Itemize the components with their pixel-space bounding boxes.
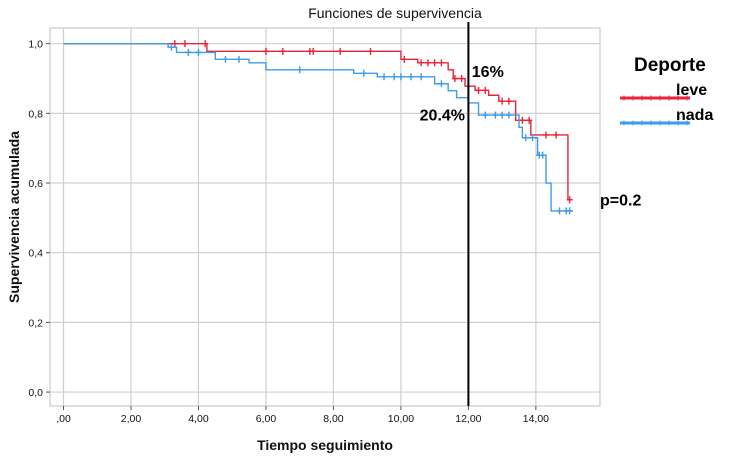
annotation-label: 16%: [472, 64, 504, 81]
censor-mark-leve: [553, 131, 560, 139]
censor-mark-nada: [296, 66, 303, 74]
censor-mark-nada: [492, 111, 499, 119]
censor-mark-leve: [262, 47, 269, 55]
x-tick-label: 14,00: [523, 413, 549, 425]
censor-mark-nada: [391, 73, 398, 81]
chart-title: Funciones de supervivencia: [308, 5, 482, 21]
y-tick-label: 0,6: [28, 178, 43, 190]
x-tick-labels: ,00 2,00 4,00 6,00 8,00 10,00 12,00 14,00: [56, 413, 549, 425]
censor-mark-leve: [438, 59, 445, 67]
censor-mark-leve: [543, 131, 550, 139]
censor-mark-nada: [482, 111, 489, 119]
censor-mark-nada: [408, 73, 415, 81]
x-tick-label: 2,00: [121, 413, 142, 425]
legend-label-leve: leve: [676, 82, 707, 99]
y-tick-label: 0,4: [28, 248, 43, 260]
censor-mark-leve: [431, 59, 438, 67]
annotation-label: 20.4%: [420, 107, 465, 124]
legend-title: Deporte: [634, 55, 706, 76]
y-tick-label: 1,0: [28, 39, 43, 51]
annotation-label: p=0.2: [600, 193, 641, 210]
censor-mark-leve: [505, 97, 512, 105]
censor-mark-nada: [185, 48, 192, 56]
series-nada: [63, 42, 574, 215]
censor-mark-nada: [529, 134, 536, 142]
legend: leve nada: [620, 82, 713, 126]
x-tick-label: 4,00: [188, 413, 209, 425]
plot-area: [49, 27, 601, 407]
y-tick-labels: 0,0 0,2 0,4 0,6 0,8 1,0: [28, 39, 43, 399]
censor-mark-nada: [381, 73, 388, 81]
censor-mark-leve: [526, 116, 533, 124]
censor-mark-leve: [202, 40, 209, 48]
x-tick-label: 10,00: [388, 413, 414, 425]
y-tick-label: 0,2: [28, 317, 43, 329]
censor-mark-leve: [424, 59, 431, 67]
censor-mark-leve: [519, 116, 526, 124]
censor-mark-leve: [310, 47, 317, 55]
y-axis-title: Supervivencia acumulada: [6, 131, 22, 303]
series-leve: [63, 40, 573, 204]
y-tick-label: 0,8: [28, 108, 43, 120]
x-tick-label: 8,00: [323, 413, 344, 425]
legend-label-nada: nada: [676, 107, 713, 124]
censor-mark-nada: [566, 207, 573, 215]
censor-mark-leve: [279, 47, 286, 55]
y-tick-label: 0,0: [28, 387, 43, 399]
censor-mark-nada: [522, 134, 529, 142]
censor-mark-nada: [195, 48, 202, 56]
censor-mark-leve: [475, 86, 482, 94]
x-tick-label: 12,00: [455, 413, 481, 425]
x-tick-label: 6,00: [256, 413, 277, 425]
censor-mark-leve: [458, 75, 465, 83]
x-axis-title: Tiempo seguimiento: [257, 437, 393, 453]
censor-mark-nada: [418, 73, 425, 81]
censor-mark-leve: [499, 97, 506, 105]
censor-mark-nada: [168, 43, 175, 51]
censor-mark-nada: [438, 80, 445, 88]
censor-mark-nada: [360, 69, 367, 77]
censor-mark-nada: [235, 55, 242, 63]
censor-mark-leve: [566, 196, 573, 204]
censor-mark-leve: [171, 40, 178, 48]
series-line-nada: [63, 42, 574, 212]
censor-mark-nada: [539, 151, 546, 159]
censor-mark-leve: [482, 86, 489, 94]
censor-mark-leve: [181, 40, 188, 48]
x-tick-label: ,00: [56, 413, 71, 425]
censor-mark-nada: [222, 55, 229, 63]
censor-mark-leve: [337, 47, 344, 55]
annotations: 16% 20.4% p=0.2: [420, 64, 642, 210]
censor-mark-leve: [451, 75, 458, 83]
series-layer: [63, 40, 574, 215]
censor-mark-leve: [418, 59, 425, 67]
censor-mark-leve: [401, 55, 408, 63]
censor-mark-nada: [397, 73, 404, 81]
censor-mark-nada: [505, 111, 512, 119]
censor-mark-leve: [367, 47, 374, 55]
censor-mark-nada: [499, 111, 506, 119]
censor-mark-nada: [556, 207, 563, 215]
